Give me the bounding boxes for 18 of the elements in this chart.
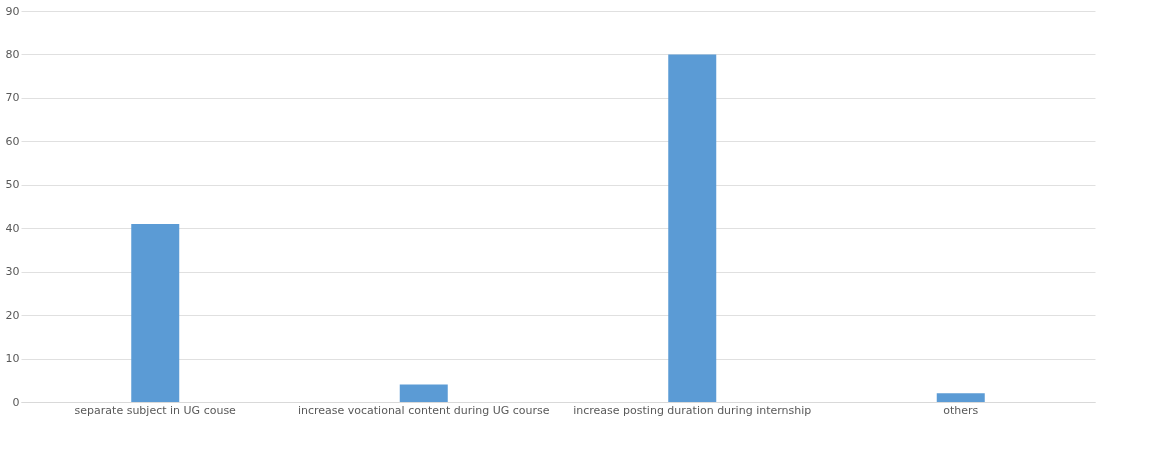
y-tick-label: 80 <box>5 47 20 61</box>
bar <box>668 54 717 402</box>
y-tick-label: 70 <box>5 91 20 105</box>
x-tick-label: separate subject in UG couse <box>74 403 237 417</box>
y-tick-label: 40 <box>5 221 20 235</box>
bar <box>131 223 180 402</box>
bar <box>399 384 448 402</box>
y-tick-label: 10 <box>5 352 20 366</box>
x-tick-label: increase vocational content during UG course <box>297 403 550 417</box>
y-tick-label: 50 <box>5 178 20 192</box>
y-tick-label: 30 <box>5 265 20 279</box>
x-tick-label: others <box>943 403 979 417</box>
y-tick-label: 60 <box>5 134 20 148</box>
y-tick-label: 20 <box>5 308 20 322</box>
y-tick-label: 0 <box>12 395 20 409</box>
y-tick-label: 90 <box>5 4 20 18</box>
x-tick-label: increase posting duration during internship <box>573 403 812 417</box>
bar <box>936 393 985 402</box>
